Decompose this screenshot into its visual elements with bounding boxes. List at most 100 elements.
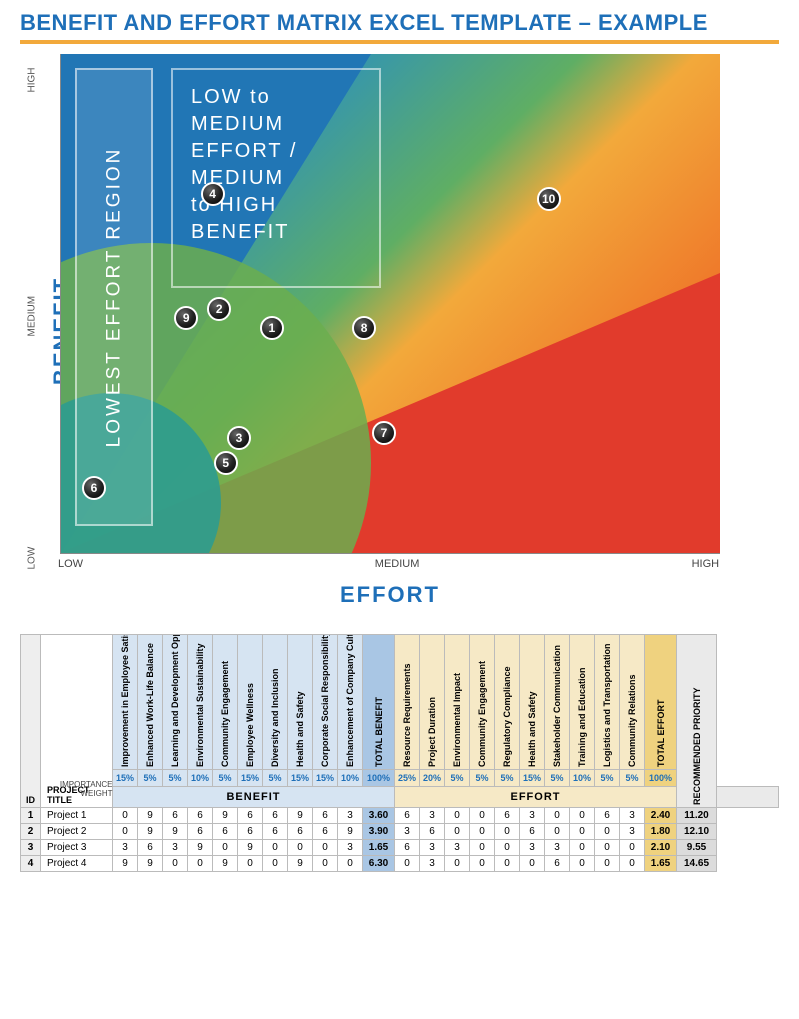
data-table-wrap: ID PROJECT TITLE Improvement in Employee… [20,634,779,872]
chart-node[interactable]: 8 [352,316,376,340]
data-cell: 6 [395,808,420,824]
id-header: ID [21,635,41,808]
chart-node[interactable]: 3 [227,426,251,450]
data-cell: 0 [570,808,595,824]
total-benefit: 3.90 [363,824,395,840]
column-header: TOTAL BENEFIT [363,635,395,770]
weight-row: 15%5%5%10%5%15%5%15%15%10%100%25%20%5%5%… [21,770,779,787]
chart-node[interactable]: 10 [537,187,561,211]
chart-node[interactable]: 4 [201,182,225,206]
column-header: Enhanced Work-Life Balance [138,635,163,770]
lowest-effort-region-label: LOWEST EFFORT REGION [103,147,125,448]
data-cell: 0 [163,856,188,872]
table-body: 1Project 109669669633.6063006300632.4011… [21,808,779,872]
data-cell: 0 [545,808,570,824]
data-cell: 0 [595,856,620,872]
column-header: Diversity and Inclusion [263,635,288,770]
chart-node[interactable]: 1 [260,316,284,340]
data-cell: 3 [420,856,445,872]
data-cell: 0 [445,856,470,872]
data-cell: 6 [238,824,263,840]
page-title: BENEFIT AND EFFORT MATRIX EXCEL TEMPLATE… [20,10,779,44]
recommended-priority: 9.55 [677,840,717,856]
data-cell: 9 [238,840,263,856]
row-id: 3 [21,840,41,856]
chart-node[interactable]: 9 [174,306,198,330]
data-cell: 0 [263,840,288,856]
data-cell: 3 [545,840,570,856]
table-row: 4Project 499009009006.3003000060001.6514… [21,856,779,872]
data-cell: 3 [338,840,363,856]
data-cell: 0 [495,840,520,856]
table-row: 1Project 109669669633.6063006300632.4011… [21,808,779,824]
table-row: 2Project 209966666693.9036000600031.8012… [21,824,779,840]
data-cell: 6 [263,824,288,840]
total-effort: 1.65 [645,856,677,872]
chart-node[interactable]: 5 [214,451,238,475]
column-header: Enhancement of Company Culture [338,635,363,770]
column-header: Community Relations [620,635,645,770]
row-title: Project 2 [41,824,113,840]
data-cell: 6 [213,824,238,840]
row-title: Project 4 [41,856,113,872]
importance-weight-label: IMPORTANCE WEIGHT [41,780,113,798]
data-cell: 0 [470,808,495,824]
chart-node[interactable]: 2 [207,297,231,321]
data-cell: 0 [620,856,645,872]
weight-cell: 5% [495,770,520,787]
data-cell: 0 [338,856,363,872]
data-cell: 6 [288,824,313,840]
data-cell: 9 [188,840,213,856]
data-cell: 6 [163,808,188,824]
table-row: 3Project 336390900031.6563300330002.109.… [21,840,779,856]
data-cell: 0 [188,856,213,872]
row-title: Project 1 [41,808,113,824]
row-title: Project 3 [41,840,113,856]
data-cell: 3 [520,808,545,824]
data-cell: 0 [570,856,595,872]
y-tick-low: LOW [27,546,38,569]
data-cell: 0 [570,840,595,856]
x-tick-low: LOW [58,558,83,570]
column-header: Learning and Development Opportunities [163,635,188,770]
data-cell: 0 [113,824,138,840]
data-cell: 3 [113,840,138,856]
chart-node[interactable]: 7 [372,421,396,445]
data-cell: 0 [113,808,138,824]
data-cell: 6 [138,840,163,856]
column-header: Training and Education [570,635,595,770]
weight-cell: 15% [288,770,313,787]
weight-cell: 5% [620,770,645,787]
data-cell: 6 [395,840,420,856]
weight-cell: 10% [188,770,213,787]
data-cell: 6 [238,808,263,824]
effort-section-header: EFFORT [395,787,677,808]
data-cell: 0 [470,840,495,856]
data-cell: 3 [420,840,445,856]
weight-cell: 15% [238,770,263,787]
data-table: ID PROJECT TITLE Improvement in Employee… [20,634,779,872]
column-header: Logistics and Transportation [595,635,620,770]
data-cell: 6 [420,824,445,840]
weight-total: 100% [645,770,677,787]
data-cell: 6 [313,808,338,824]
chart-node[interactable]: 6 [82,476,106,500]
data-cell: 0 [470,856,495,872]
data-cell: 3 [620,824,645,840]
data-cell: 9 [138,856,163,872]
data-cell: 9 [338,824,363,840]
weight-cell: 5% [545,770,570,787]
data-cell: 0 [570,824,595,840]
weight-cell: 25% [395,770,420,787]
weight-cell: 5% [445,770,470,787]
data-cell: 0 [595,824,620,840]
column-header: Environmental Sustainability [188,635,213,770]
y-tick-high: HIGH [27,68,38,93]
data-cell: 0 [313,840,338,856]
weight-cell: 15% [313,770,338,787]
weight-cell: 15% [520,770,545,787]
data-cell: 0 [395,856,420,872]
medium-region-line: BENEFIT [191,219,361,246]
recommended-priority-header: RECOMMENDED PRIORITY [677,635,717,808]
total-benefit: 1.65 [363,840,395,856]
